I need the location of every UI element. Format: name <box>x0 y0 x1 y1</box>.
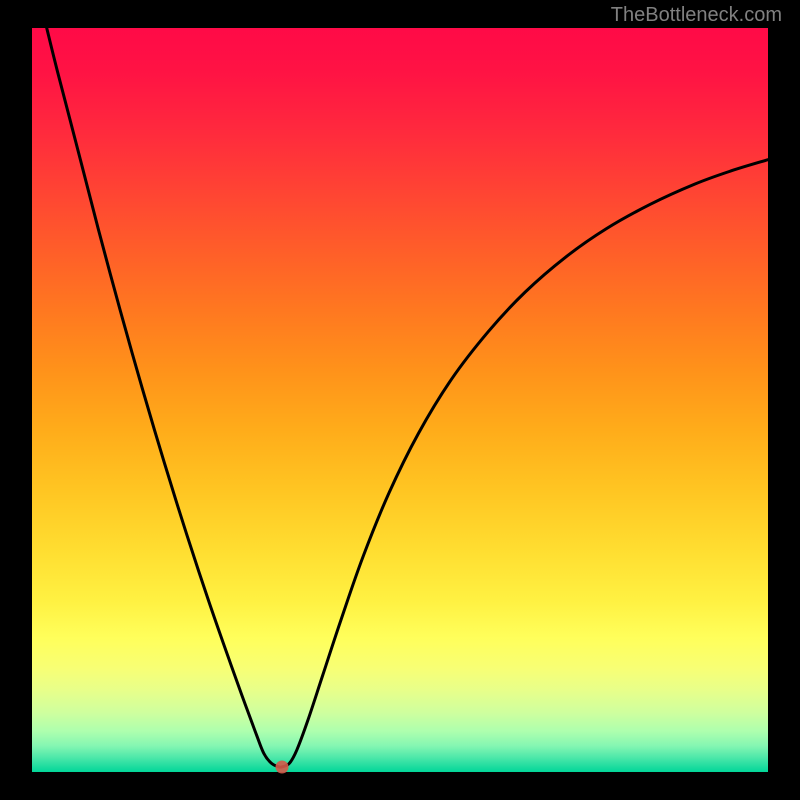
plot-area <box>32 28 768 772</box>
minimum-marker <box>276 760 289 773</box>
watermark-text: TheBottleneck.com <box>611 4 782 27</box>
curve-path <box>47 28 768 767</box>
bottleneck-curve <box>32 28 768 772</box>
